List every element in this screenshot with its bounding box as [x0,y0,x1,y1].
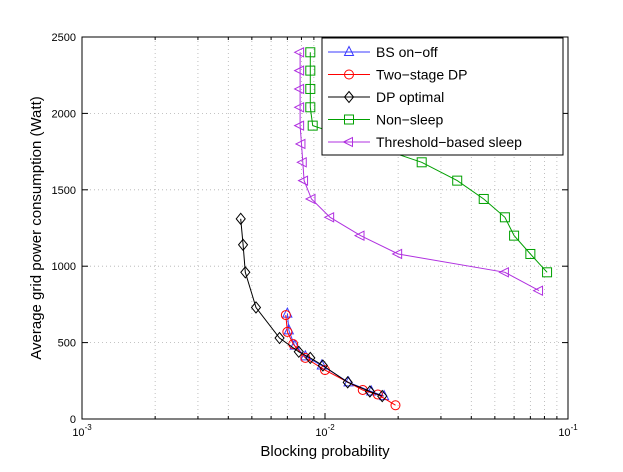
data-point [390,400,401,411]
legend-entry: Two−stage DP [328,67,467,83]
data-point [307,120,318,131]
data-point [372,389,383,400]
series [293,46,544,296]
series [235,212,388,403]
legend-label: BS on−off [376,44,438,60]
data-point [343,45,355,56]
series-line [309,52,548,273]
y-tick-label: 500 [58,338,76,350]
data-point [344,69,354,80]
data-point [250,301,262,314]
y-tick-label: 1000 [52,261,76,273]
legend-label: Two−stage DP [376,67,467,83]
x-tick-label: 10-2 [315,423,335,439]
data-point [317,359,329,372]
x-tick-exponent: -3 [85,423,93,432]
data-point [342,376,353,389]
data-point [237,238,249,252]
data-point [343,90,355,104]
legend-label: Non−sleep [376,112,444,128]
x-tick-label: 10-1 [558,423,578,439]
data-point [344,114,354,125]
data-point [532,285,544,296]
data-point [305,351,316,365]
data-point [323,211,335,223]
legend-entry: DP optimal [328,89,444,105]
data-point [498,267,509,278]
data-point [364,385,376,398]
y-tick-label: 2000 [52,108,76,120]
data-point [304,193,316,205]
data-point [296,156,307,168]
legend-label: DP optimal [376,89,444,105]
data-point [293,101,305,113]
data-point [235,212,246,226]
data-point [542,267,553,278]
data-point [305,65,316,76]
series-layer [235,46,553,411]
data-point [293,83,305,95]
grid [82,37,568,419]
x-axis-label: Blocking probability [260,443,390,460]
x-tick-exponent: -2 [328,423,336,432]
data-point [525,248,536,259]
series [305,47,553,278]
data-point [293,65,305,76]
data-point [353,230,365,241]
legend-entry: BS on−off [328,44,438,60]
x-tick-exponent: -1 [571,423,579,432]
data-point [305,47,316,58]
data-point [293,120,305,131]
y-axis-label: Average grid power consumption (Watt) [28,96,45,359]
y-tick-label: 2500 [52,32,76,44]
data-point [305,102,316,113]
series-line [240,218,383,397]
data-point [240,266,251,279]
data-point [509,230,520,241]
data-point [274,331,285,345]
y-tick-label: 0 [70,414,76,426]
data-point [282,326,293,337]
data-point [416,157,427,168]
data-point [452,175,463,186]
legend-entry: Non−sleep [328,112,444,128]
legend-label: Threshold−based sleep [376,134,522,150]
data-point [391,248,403,260]
data-point [280,310,291,321]
data-point [305,83,316,94]
data-point [297,175,309,186]
data-point [377,389,388,403]
legend: BS on−off Two−stage DP DP optimal Non−sleep… [321,37,564,156]
data-point [293,46,305,58]
y-tick-label: 1500 [52,185,76,197]
data-point [293,345,304,359]
data-point [478,193,489,204]
data-point [294,138,306,150]
legend-entry: Threshold−based sleep [328,134,522,150]
data-point [499,212,510,223]
data-point [342,136,353,148]
